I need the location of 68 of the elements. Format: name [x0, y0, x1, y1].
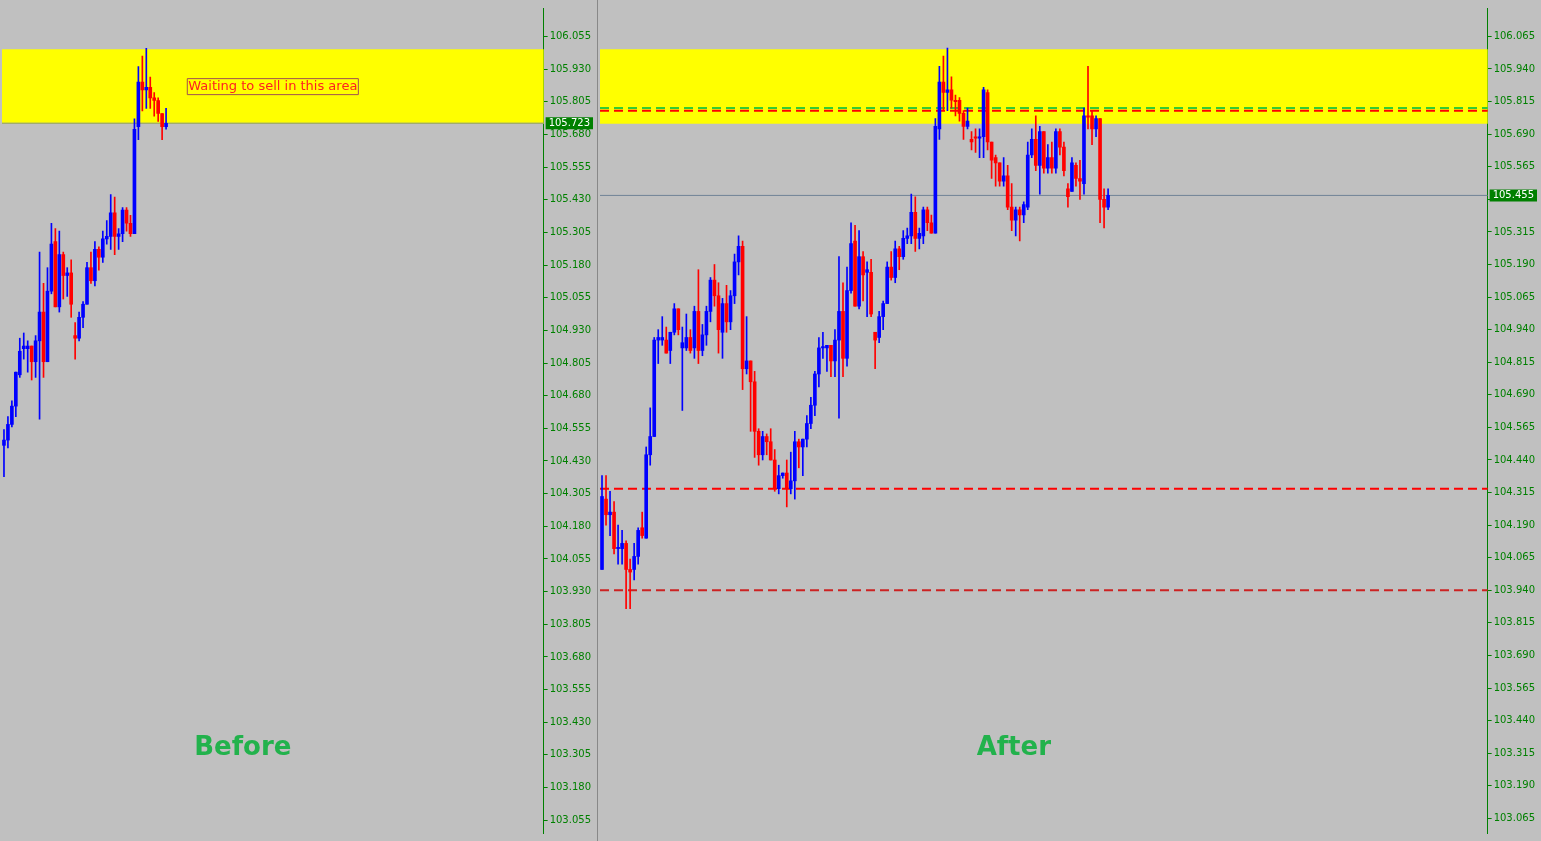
- candlestick: [837, 256, 841, 419]
- ref-line-label: 105.723: [548, 116, 591, 128]
- y-tick-label: 103.690: [1493, 649, 1536, 661]
- y-tick-label: 104.305: [549, 487, 592, 499]
- y-tick-label: 104.565: [1493, 421, 1536, 432]
- y-tick-label: 103.680: [549, 650, 592, 662]
- y-tick-label: 105.055: [549, 291, 592, 303]
- y-tick-label: 104.430: [549, 454, 592, 466]
- candlestick: [660, 316, 665, 346]
- y-tick-label: 105.930: [549, 62, 592, 74]
- y-tick-label: 104.315: [1493, 486, 1536, 498]
- y-tick-label: 103.815: [1493, 616, 1536, 628]
- y-tick-label: 103.430: [549, 715, 592, 727]
- y-tick-label: 104.055: [549, 552, 592, 564]
- candlestick: [1078, 159, 1082, 200]
- y-tick-label: 105.690: [1493, 127, 1536, 139]
- annotation: Before: [194, 730, 292, 761]
- y-tick-label: 103.440: [1493, 714, 1536, 726]
- y-tick-label: 103.055: [549, 813, 592, 825]
- y-tick-label: 103.180: [549, 781, 592, 793]
- y-tick-label: 105.565: [1493, 160, 1536, 172]
- y-tick-label: 104.940: [1493, 323, 1536, 335]
- candlestick: [73, 322, 77, 360]
- candlestick: [796, 438, 801, 469]
- y-tick-label: 105.940: [1493, 62, 1536, 74]
- y-tick-label: 103.305: [549, 748, 592, 760]
- y-tick-label: 104.930: [549, 323, 592, 335]
- y-tick-label: 103.940: [1493, 583, 1536, 595]
- annotation: After: [976, 730, 1052, 761]
- y-tick-label: 105.680: [549, 128, 592, 140]
- y-tick-label: 104.180: [549, 519, 592, 531]
- candlestick: [1017, 206, 1022, 242]
- candlestick: [873, 331, 877, 370]
- candlestick: [865, 261, 869, 317]
- y-tick-label: 103.930: [549, 585, 592, 597]
- y-tick-label: 103.805: [549, 617, 592, 629]
- candlestick: [616, 524, 620, 565]
- candlestick: [144, 47, 149, 109]
- y-tick-label: 104.805: [549, 356, 592, 368]
- candlestick: [65, 267, 70, 297]
- y-tick-label: 105.190: [1493, 258, 1536, 270]
- y-tick-label: 103.565: [1493, 681, 1536, 693]
- y-tick-label: 105.065: [1493, 290, 1536, 302]
- y-tick-label: 104.440: [1493, 453, 1536, 465]
- y-tick-label: 104.680: [549, 389, 592, 401]
- y-tick-label: 103.555: [549, 683, 592, 695]
- y-tick-label: 105.180: [549, 258, 592, 270]
- y-tick-label: 106.065: [1493, 30, 1536, 42]
- y-tick-label: 105.430: [549, 193, 592, 205]
- y-tick-label: 103.315: [1493, 746, 1536, 758]
- y-tick-label: 106.055: [549, 30, 592, 42]
- candlestick: [164, 107, 168, 130]
- candlestick: [608, 490, 612, 536]
- y-tick-label: 104.815: [1493, 355, 1536, 367]
- y-tick-label: 103.065: [1493, 812, 1536, 823]
- y-tick-label: 104.555: [549, 421, 592, 433]
- ref-line-label: 105.455: [1492, 189, 1535, 201]
- candlestick: [25, 340, 30, 373]
- y-tick-label: 105.815: [1493, 95, 1536, 107]
- y-tick-label: 105.315: [1493, 225, 1536, 237]
- band-label: Waiting to sell in this area: [188, 78, 358, 94]
- y-tick-label: 104.690: [1493, 388, 1536, 400]
- y-tick-label: 105.805: [549, 95, 592, 107]
- y-tick-label: 105.305: [549, 226, 592, 237]
- y-tick-label: 104.065: [1493, 551, 1536, 563]
- y-tick-label: 105.555: [549, 160, 592, 172]
- y-tick-label: 104.190: [1493, 518, 1536, 530]
- y-tick-label: 103.190: [1493, 779, 1536, 791]
